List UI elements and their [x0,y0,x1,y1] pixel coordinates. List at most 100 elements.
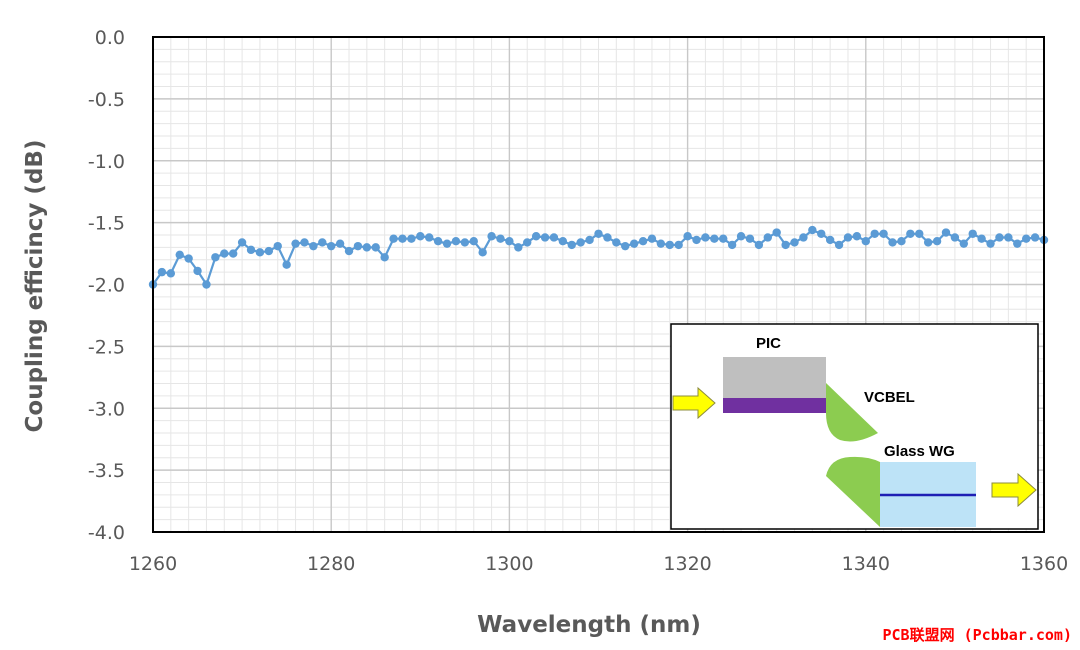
vcbel-label: VCBEL [864,389,915,406]
data-point [175,250,184,259]
x-tick-label: 1280 [307,553,355,575]
data-point [772,228,781,237]
data-point [335,239,345,248]
data-point [977,234,986,243]
data-point [1021,234,1031,243]
y-tick-label: -4.0 [88,522,125,544]
data-point [211,253,220,262]
data-point [389,234,398,243]
x-tick-label: 1260 [129,553,177,575]
y-tick-label: -2.5 [88,336,125,358]
data-point [291,239,300,248]
data-point [531,232,541,241]
data-point [674,240,683,250]
y-axis-ticks: 0.0 -0.5 -1.0 -1.5 -2.0 -2.5 -3.0 -3.5 -4.0 [88,27,125,544]
data-point [523,238,532,247]
data-point [318,238,327,247]
data-point [193,266,202,276]
data-point [416,232,425,241]
data-point [995,233,1004,242]
data-point [442,239,452,248]
data-point [398,234,407,243]
data-point [861,236,870,246]
x-axis-title: Wavelength (nm) [477,612,701,638]
data-point [255,248,265,257]
y-axis-title: Coupling efficincy (dB) [22,140,48,433]
data-point [246,245,256,255]
data-point [959,239,969,248]
data-point [1030,233,1040,242]
data-point [273,241,282,251]
data-point [576,238,585,247]
inset-schematic: PIC VCBEL Glass WG [670,323,1039,530]
data-point [567,240,576,250]
data-point [237,238,247,247]
data-point [941,228,951,237]
pic-label: PIC [756,335,781,352]
data-point [451,236,461,246]
data-point [425,233,434,242]
data-point [852,232,862,241]
data-point [478,248,487,257]
data-point [380,253,389,262]
data-point [647,234,657,243]
pic-waveguide [723,398,826,413]
data-point [344,246,354,256]
data-point [986,239,995,248]
data-point [754,240,764,250]
data-point [407,234,416,243]
y-tick-label: -3.5 [88,460,125,482]
watermark: PCB联盟网 (Pcbbar.com) [882,626,1073,644]
data-point [1013,239,1022,248]
data-point [612,238,621,247]
data-point [870,229,879,238]
data-point [460,238,470,247]
plot-frame [152,36,1045,533]
x-tick-label: 1300 [485,553,533,575]
data-point [834,240,844,250]
data-point [585,235,594,245]
data-point [950,233,960,242]
data-point [656,239,666,248]
data-point [300,238,309,247]
output-arrow-icon [991,472,1037,508]
y-tick-label: -3.0 [88,398,125,420]
data-point [353,241,363,251]
y-tick-label: -0.5 [88,89,125,111]
data-point [1004,233,1013,242]
data-point [736,232,746,241]
y-tick-label: -2.0 [88,275,125,297]
data-point [505,236,514,246]
data-point [202,280,211,289]
data-point [166,269,176,278]
data-point [638,236,648,246]
data-point [906,229,915,238]
vcbel-mirror-top [826,383,878,442]
data-point [727,240,737,250]
data-point [540,233,550,242]
data-point [228,249,238,258]
y-tick-label: 0.0 [95,27,125,49]
data-point [843,233,853,242]
data-point [309,241,318,251]
x-axis-ticks: 1260 1280 1300 1320 1340 1360 [129,553,1068,575]
data-point [327,241,336,251]
data-point [808,225,817,235]
data-point [968,229,977,238]
data-point [282,260,291,269]
input-arrow-icon [672,386,716,420]
pic-chip [723,357,826,398]
data-point [621,241,630,251]
data-point [665,240,674,250]
data-point [719,234,728,243]
y-tick-label: -1.0 [88,151,125,173]
glass-wg-label: Glass WG [884,443,955,460]
data-point [433,236,443,246]
data-point [897,236,906,246]
data-point [549,233,559,242]
data-point [371,243,380,252]
y-tick-label: -1.5 [88,213,125,235]
x-tick-label: 1340 [842,553,890,575]
data-point [603,233,612,242]
data-point [932,236,942,246]
